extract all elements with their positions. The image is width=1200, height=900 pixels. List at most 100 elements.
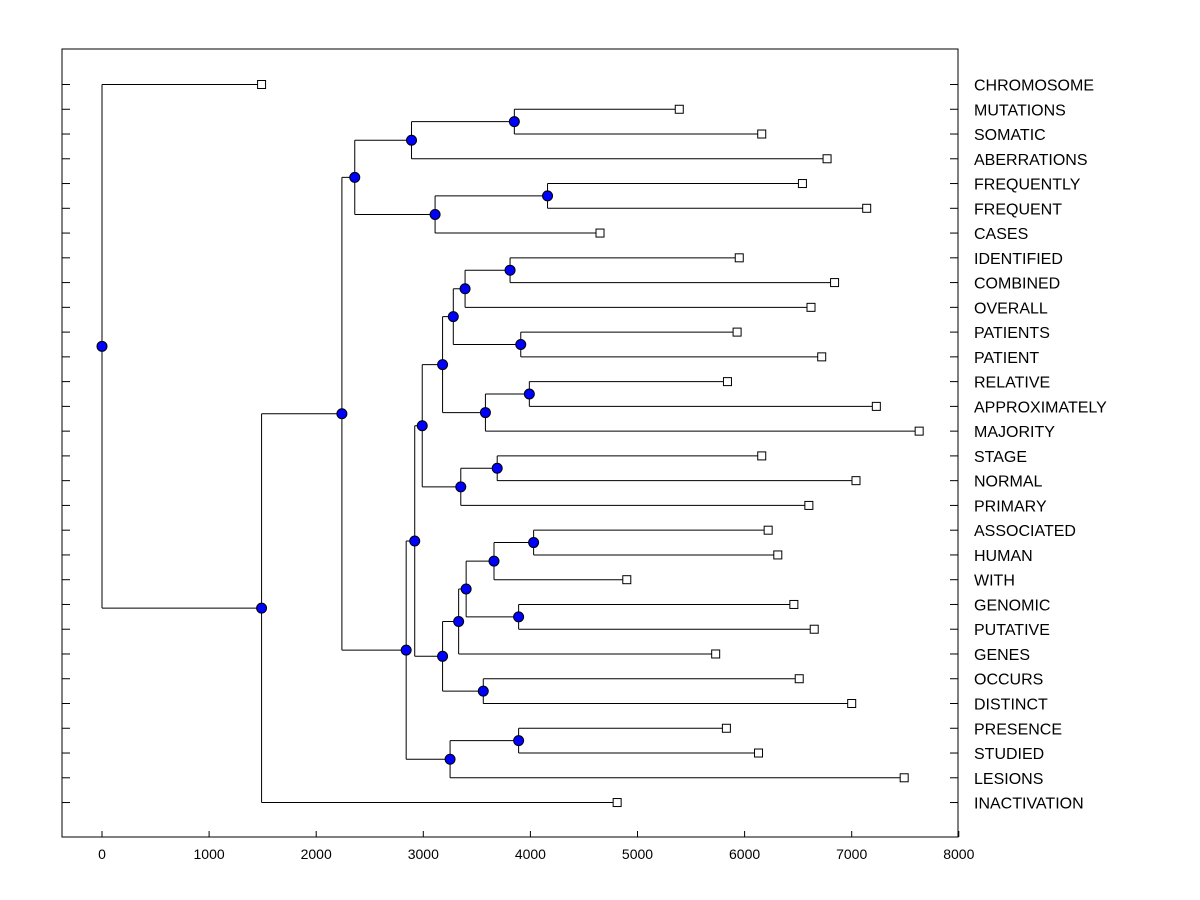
- plot-frame: [61, 48, 959, 838]
- merge-node: [542, 190, 554, 202]
- x-tick-label: 0: [98, 846, 106, 862]
- leaf-marker: [754, 748, 764, 758]
- leaf-labels: CHROMOSOME MUTATIONS SOMATIC ABERRATIONS FRE…: [974, 78, 1107, 813]
- leaf-label: GENES: [974, 647, 1030, 664]
- merge-node: [515, 338, 527, 350]
- leaf-marker: [595, 228, 605, 238]
- leaf-label: STUDIED: [974, 746, 1044, 763]
- leaf-marker: [809, 624, 819, 634]
- leaf-label: SOMATIC: [974, 127, 1046, 144]
- leaf-label: CHROMOSOME: [974, 78, 1094, 95]
- leaf-label: ABERRATIONS: [974, 152, 1088, 169]
- leaf-label: WITH: [974, 573, 1015, 590]
- leaf-label: COMBINED: [974, 276, 1060, 293]
- leaf-marker: [722, 377, 732, 387]
- x-tick-label: 2000: [301, 846, 332, 862]
- leaf-marker: [757, 129, 767, 139]
- leaf-marker: [257, 80, 267, 89]
- leaf-marker: [763, 525, 773, 535]
- axis-ticks: [62, 84, 960, 837]
- x-tick-label: 5000: [622, 846, 653, 862]
- leaf-label: MUTATIONS: [974, 102, 1066, 119]
- merge-node: [349, 171, 361, 183]
- leaf-marker: [914, 426, 924, 436]
- leaf-marker: [674, 104, 684, 114]
- leaf-marker: [732, 327, 742, 337]
- merge-node: [453, 615, 465, 627]
- merge-node: [437, 650, 449, 662]
- merge-node: [455, 481, 467, 493]
- leaf-marker: [847, 699, 857, 708]
- leaf-marker: [830, 278, 840, 288]
- x-tick-label: 7000: [836, 846, 867, 862]
- merge-nodes: [96, 116, 554, 765]
- leaf-label: CASES: [974, 226, 1028, 243]
- leaf-marker: [899, 773, 909, 783]
- merge-node: [513, 611, 525, 623]
- x-tick-label: 4000: [515, 846, 546, 862]
- leaf-label: INACTIVATION: [974, 796, 1084, 813]
- x-tick-label: 1000: [194, 846, 225, 862]
- leaf-label: PATIENTS: [974, 325, 1050, 342]
- merge-node: [488, 555, 500, 567]
- merge-node: [477, 685, 489, 697]
- merge-node: [479, 407, 491, 419]
- merge-node: [336, 408, 348, 420]
- leaf-marker: [612, 798, 622, 808]
- leaf-marker: [711, 649, 721, 659]
- x-tick-labels: 0 1000 2000 3000 4000 5000 6000 7000 8000: [98, 846, 974, 862]
- merge-node: [444, 753, 456, 765]
- leaf-marker: [757, 451, 767, 461]
- merge-node: [523, 388, 535, 400]
- leaf-label: RELATIVE: [974, 375, 1050, 392]
- merge-node: [447, 311, 459, 323]
- leaf-marker: [622, 575, 632, 585]
- leaf-label: ASSOCIATED: [974, 523, 1076, 540]
- merge-node: [459, 283, 471, 295]
- leaf-marker: [817, 352, 827, 362]
- dendrogram-branches: [101, 84, 920, 804]
- leaf-markers: [257, 80, 924, 808]
- x-tick-label: 6000: [729, 846, 760, 862]
- leaf-marker: [794, 674, 804, 684]
- leaf-marker: [804, 500, 814, 510]
- x-tick-label: 3000: [408, 846, 439, 862]
- leaf-label: NORMAL: [974, 474, 1043, 491]
- leaf-label: OCCURS: [974, 672, 1043, 689]
- merge-node: [437, 359, 449, 371]
- merge-node: [429, 208, 441, 220]
- leaf-label: FREQUENT: [974, 201, 1062, 218]
- leaf-marker: [797, 179, 807, 189]
- leaf-marker: [862, 203, 872, 213]
- merge-node: [400, 644, 412, 656]
- leaf-label: PRIMARY: [974, 498, 1047, 515]
- leaf-label: LESIONS: [974, 771, 1043, 788]
- leaf-label: PATIENT: [974, 350, 1039, 367]
- leaf-marker: [822, 154, 832, 164]
- leaf-label: HUMAN: [974, 548, 1033, 565]
- merge-node: [513, 735, 525, 747]
- leaf-label: PUTATIVE: [974, 622, 1050, 639]
- leaf-label: FREQUENTLY: [974, 177, 1081, 194]
- merge-node: [508, 116, 520, 128]
- leaf-marker: [789, 599, 799, 609]
- leaf-label: OVERALL: [974, 300, 1048, 317]
- leaf-marker: [806, 302, 816, 312]
- leaf-marker: [721, 723, 731, 733]
- leaf-label: DISTINCT: [974, 697, 1048, 714]
- x-tick-label: 8000: [943, 846, 974, 862]
- leaf-label: PRESENCE: [974, 721, 1062, 738]
- leaf-label: GENOMIC: [974, 597, 1050, 614]
- leaf-label: APPROXIMATELY: [974, 399, 1107, 416]
- merge-node: [460, 583, 472, 595]
- merge-node: [504, 264, 516, 276]
- leaf-marker: [851, 476, 861, 486]
- merge-node: [406, 134, 418, 146]
- leaf-label: STAGE: [974, 449, 1027, 466]
- leaf-marker: [734, 253, 744, 263]
- merge-node: [491, 462, 503, 474]
- merge-node: [256, 602, 268, 614]
- leaf-marker: [773, 550, 783, 560]
- merge-node: [416, 420, 428, 432]
